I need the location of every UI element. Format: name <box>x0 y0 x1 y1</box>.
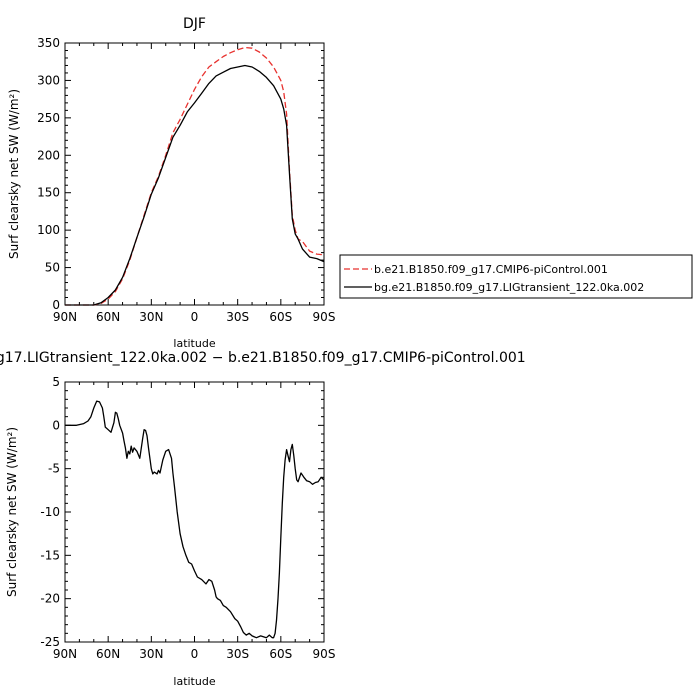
x-tick-label: 30N <box>139 647 163 661</box>
y-axis-label: Surf clearsky net SW (W/m²) <box>5 427 19 597</box>
y-tick-label: 50 <box>45 261 60 275</box>
x-axis-label: latitude <box>173 337 215 350</box>
y-tick-label: 150 <box>37 186 60 200</box>
x-tick-label: 90N <box>53 310 77 324</box>
legend-label-ligtransient: bg.e21.B1850.f09_g17.LIGtransient_122.0k… <box>374 281 644 294</box>
y-tick-label: -20 <box>40 592 60 606</box>
x-tick-label: 30N <box>139 310 163 324</box>
x-tick-label: 90S <box>313 647 336 661</box>
y-tick-label: -5 <box>48 462 60 476</box>
x-axis-label: latitude <box>173 675 215 688</box>
x-tick-label: 0 <box>191 310 199 324</box>
y-tick-label: 200 <box>37 148 60 162</box>
y-tick-label: 350 <box>37 36 60 50</box>
x-tick-label: 90S <box>313 310 336 324</box>
top-chart: DJF Surf clearsky net SW (W/m²) latitude… <box>7 16 335 350</box>
chart-title: bg.e21.B1850.f09_g17.LIGtransient_122.0k… <box>0 350 526 366</box>
x-tick-label: 60S <box>269 310 292 324</box>
chart-title: DJF <box>183 16 206 32</box>
y-tick-label: -15 <box>40 548 60 562</box>
y-tick-label: -10 <box>40 505 60 519</box>
series-line-1 <box>65 46 325 306</box>
bottom-chart: bg.e21.B1850.f09_g17.LIGtransient_122.0k… <box>0 350 526 688</box>
y-tick-label: 0 <box>52 418 60 432</box>
x-tick-label: 30S <box>226 310 249 324</box>
y-tick-label: 250 <box>37 111 60 125</box>
y-tick-label: 0 <box>52 298 60 312</box>
x-tick-label: 30S <box>226 647 249 661</box>
plot-frame <box>64 42 325 306</box>
y-tick-label: -25 <box>40 635 60 649</box>
legend: b.e21.B1850.f09_g17.CMIP6-piControl.001 … <box>339 254 693 299</box>
y-tick-label: 300 <box>37 73 60 87</box>
legend-label-control: b.e21.B1850.f09_g17.CMIP6-piControl.001 <box>374 263 608 276</box>
y-axis-label: Surf clearsky net SW (W/m²) <box>7 89 21 259</box>
x-tick-label: 60N <box>96 647 120 661</box>
series-line-1 <box>65 400 325 639</box>
x-tick-label: 60N <box>96 310 120 324</box>
x-tick-label: 90N <box>53 647 77 661</box>
x-tick-label: 0 <box>191 647 199 661</box>
x-tick-label: 60S <box>269 647 292 661</box>
y-tick-label: 100 <box>37 223 60 237</box>
legend-box <box>339 254 693 299</box>
y-tick-label: 5 <box>52 375 60 389</box>
series-line-2 <box>65 64 325 306</box>
